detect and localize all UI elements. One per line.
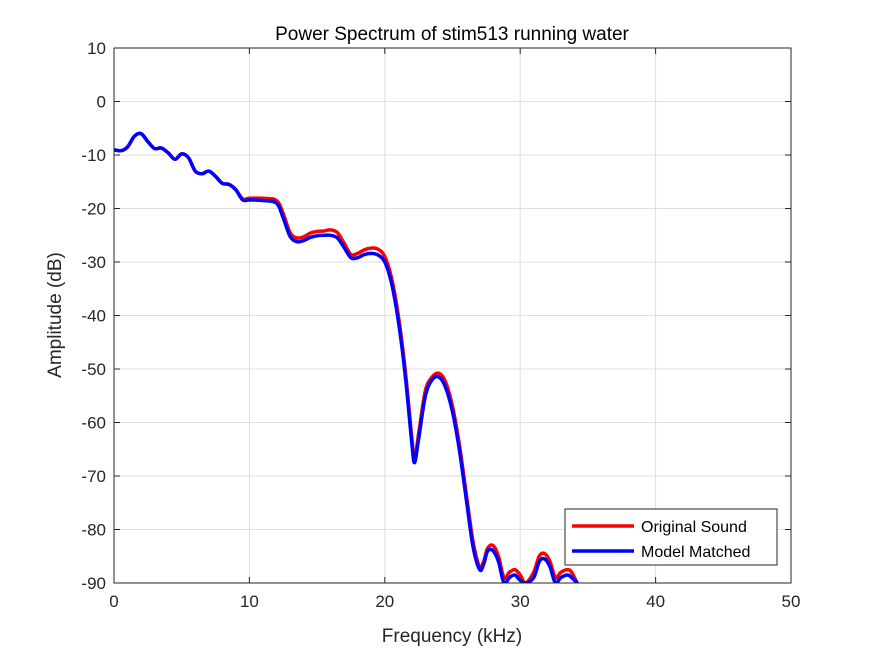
axis-ticks: 0 10 20 30 40 50 10 0 -10 -20 -30 -40 -50 -60 -70 -80 -9… [81, 39, 800, 611]
x-tick-label: 40 [646, 592, 665, 611]
x-tick-label: 20 [375, 592, 394, 611]
y-tick-label: -90 [81, 574, 106, 593]
x-tick-label: 0 [109, 592, 118, 611]
x-tick-label: 50 [782, 592, 801, 611]
y-tick-label: 0 [97, 93, 106, 112]
y-tick-label: -10 [81, 146, 106, 165]
grid-lines [114, 48, 791, 583]
legend-box [564, 508, 778, 566]
legend-label-original-sound: Original Sound [641, 519, 747, 536]
series-layer [114, 131, 579, 583]
x-tick-label: 10 [240, 592, 259, 611]
y-tick-label: -30 [81, 253, 106, 272]
chart-title: Power Spectrum of stim513 running water [275, 24, 629, 45]
y-tick-label: -20 [81, 200, 106, 219]
y-tick-label: -50 [81, 360, 106, 379]
y-tick-label: -80 [81, 521, 106, 540]
y-tick-label: -40 [81, 307, 106, 326]
legend-label-model-matched: Model Matched [641, 544, 750, 561]
series-line-model-matched [114, 131, 579, 583]
x-axis-label: Frequency (kHz) [382, 626, 522, 647]
y-axis-label: Amplitude (dB) [45, 252, 66, 378]
y-tick-label: -70 [81, 467, 106, 486]
y-tick-label: 10 [87, 39, 106, 58]
y-tick-label: -60 [81, 414, 106, 433]
legend: Original Sound Model Matched [564, 508, 778, 566]
x-tick-label: 30 [511, 592, 530, 611]
